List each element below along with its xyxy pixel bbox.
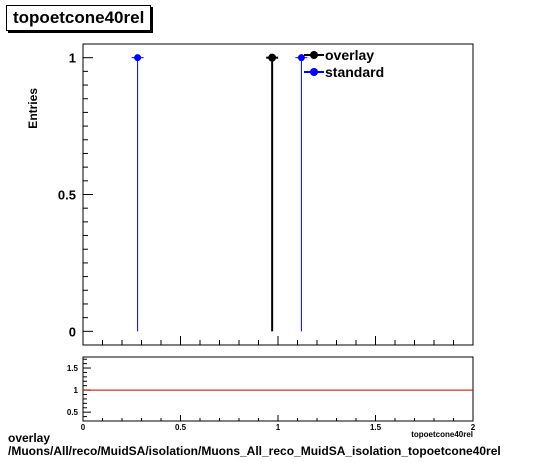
y-tick-label: 0 — [69, 324, 76, 339]
x-axis-label: topoetcone40rel — [411, 430, 473, 439]
y-tick-label: 1 — [69, 51, 76, 66]
footer-line-1: overlay — [8, 431, 51, 445]
ratio-y-tick-label: 0.5 — [67, 408, 79, 417]
overlay-point — [268, 53, 277, 62]
ratio-y-tick-label: 1.5 — [67, 364, 79, 373]
y-axis-label: Entries — [26, 88, 40, 129]
legend-label-standard: standard — [325, 64, 384, 80]
plot-frame — [82, 43, 474, 346]
ratio-x-tick-label: 2 — [471, 423, 476, 432]
footer-caption: overlay /Muons/All/reco/MuidSA/isolation… — [8, 432, 501, 458]
y-tick-label: 0.5 — [58, 188, 76, 203]
standard-point — [297, 54, 305, 62]
footer-line-2: /Muons/All/reco/MuidSA/isolation/Muons_A… — [8, 444, 501, 458]
legend-marker-standard — [310, 68, 318, 76]
standard-point — [134, 54, 142, 62]
ratio-x-tick-label: 1 — [276, 423, 281, 432]
plot-title: topoetcone40rel — [6, 5, 152, 31]
ratio-frame — [82, 356, 474, 422]
ratio-y-tick-label: 1 — [74, 386, 79, 395]
legend-label-overlay: overlay — [325, 47, 374, 63]
ratio-x-tick-label: 1.5 — [370, 423, 382, 432]
ratio-x-tick-label: 0 — [81, 423, 86, 432]
ratio-x-tick-label: 0.5 — [175, 423, 187, 432]
legend-marker-overlay — [310, 51, 318, 59]
